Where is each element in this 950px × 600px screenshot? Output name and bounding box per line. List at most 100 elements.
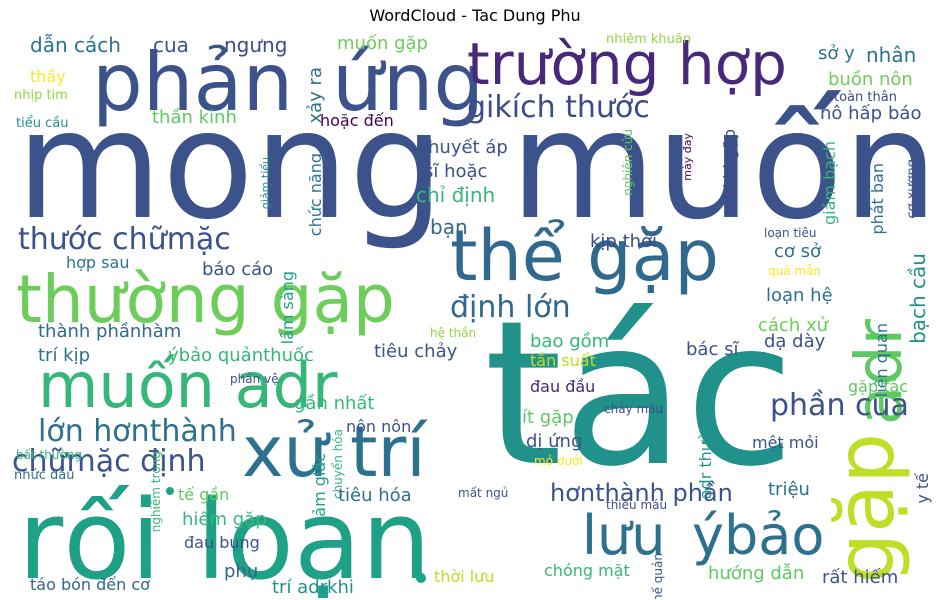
word: rất hiếm	[822, 567, 899, 588]
word-cloud: mong muốn tác rối loạn thường gặp phản ứ…	[12, 33, 938, 599]
word: mệt mỏi	[752, 433, 819, 452]
word: nhức đầu	[14, 468, 75, 483]
word: cơ sở	[774, 241, 822, 262]
word: nhân	[866, 43, 917, 67]
word: y tế	[913, 473, 932, 504]
word: nhịp tim	[14, 88, 68, 103]
word: chức năng	[306, 153, 325, 237]
word: sĩ hoặc	[424, 161, 488, 182]
word: adr thường	[696, 411, 715, 500]
word: tần suất	[530, 351, 596, 370]
word: bất thường	[16, 448, 82, 462]
word: dạ dày	[764, 331, 826, 352]
word: sở y	[818, 43, 855, 64]
word: lớn hơnthành	[38, 414, 237, 449]
word: loạn tiêu	[764, 226, 817, 240]
word: giảm bạch	[820, 141, 839, 225]
word: hô hấp	[820, 103, 883, 124]
word: thường gặp	[16, 261, 395, 338]
word: cách xử	[758, 315, 829, 336]
word: gặp	[819, 433, 912, 584]
word: phát ban	[868, 163, 887, 235]
word: kịp thời	[590, 231, 658, 252]
word: chảy máu	[604, 402, 664, 416]
word: ýbảo quảnthuốc	[168, 345, 314, 366]
word: nghiêm trọng	[149, 451, 163, 533]
word: thiếu máu	[606, 498, 668, 512]
word: dị ứng	[526, 431, 583, 452]
word: thời lưu	[434, 567, 495, 586]
word: hiếm gặp	[182, 509, 267, 530]
word: gikích thước	[467, 90, 650, 125]
word: bạch cầu	[906, 253, 930, 344]
word: bác sĩ	[686, 339, 739, 360]
word: dẫn cách	[30, 33, 121, 57]
word: đau đầu	[530, 377, 596, 396]
word: bao gồm	[530, 331, 610, 352]
word: gần nhất	[294, 393, 375, 414]
word: buồn nôn	[828, 69, 913, 90]
word: gặp tác	[848, 377, 909, 396]
word: nhiễm khuẩn	[606, 33, 692, 47]
word: thần kinh	[152, 107, 237, 128]
word: hướng dẫn	[708, 563, 805, 584]
word: tác	[484, 278, 795, 511]
word: tiểu cầu	[16, 116, 69, 131]
word: báo	[888, 103, 922, 124]
word: ngưng	[224, 33, 288, 57]
word: phản vệ	[230, 372, 279, 386]
word: mày đay	[681, 133, 694, 181]
word: thước chữmặc	[18, 222, 231, 257]
word: mất ngủ	[458, 486, 509, 500]
word: báo cáo	[202, 259, 274, 280]
word: cua	[153, 33, 189, 57]
word: bạn	[430, 215, 468, 239]
word: chóng mặt	[544, 561, 630, 580]
word: trường hợp	[467, 33, 787, 98]
word: cảm giác	[310, 453, 329, 526]
word: hệ thần	[430, 326, 477, 340]
word: đau bụng	[184, 533, 260, 552]
word: hơnthành phần	[550, 479, 733, 507]
word: muốn	[510, 79, 938, 253]
word: phản	[92, 36, 294, 129]
word: xử trí	[242, 411, 426, 493]
word: thể gặp	[450, 215, 719, 297]
word: thầy	[30, 67, 66, 86]
dot-mark	[416, 573, 426, 583]
word: hợp sau	[66, 253, 130, 272]
word: cơ xương	[905, 159, 920, 219]
word: phế quản	[651, 553, 665, 599]
word: phần cua	[770, 388, 909, 423]
dot-mark	[166, 487, 174, 495]
word: giảm tiểu	[259, 157, 272, 210]
word: định lớn	[450, 290, 571, 325]
word: nghiên cứu	[621, 129, 635, 196]
word: tế gần	[178, 485, 230, 504]
word: toàn thân	[834, 90, 897, 105]
word: tiêu hóa	[338, 485, 412, 506]
word: ýbảo	[692, 504, 825, 567]
word: huyết áp	[428, 137, 508, 158]
word: ít gặp	[522, 407, 574, 428]
word: chữmặc định	[12, 444, 206, 479]
word: phụ	[224, 561, 259, 582]
word: triệu	[768, 479, 810, 500]
word: mỏ dưới	[534, 454, 583, 468]
word: trí adrkhi	[272, 577, 354, 598]
word: xảy ra	[305, 67, 326, 124]
word: trí kịp	[38, 345, 91, 366]
word: muốn adr	[38, 349, 338, 422]
word: nôn nôn	[346, 417, 412, 436]
word: mong	[16, 79, 445, 253]
word: rối loạn	[18, 476, 432, 599]
word: chỉ định	[416, 183, 496, 207]
word: quá mẫn	[768, 264, 822, 278]
word: thành phầnhàm	[38, 321, 182, 342]
word: táo bón đến cơ	[30, 575, 150, 594]
word: loạn hệ	[766, 285, 833, 306]
word: tiêu chảy	[374, 341, 458, 362]
chart-title: WordCloud - Tac Dung Phu	[369, 6, 581, 25]
word: ứng	[332, 36, 485, 129]
word: lâm sàng	[278, 271, 297, 345]
